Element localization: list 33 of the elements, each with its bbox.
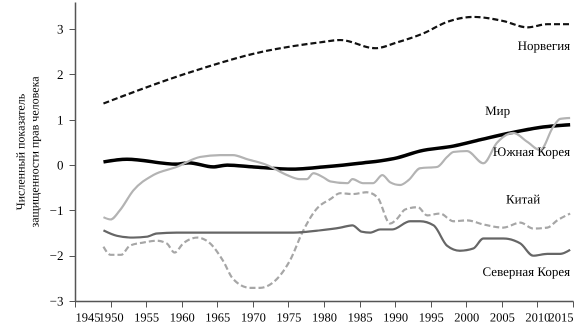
x-tick-label: 1995 [418,310,444,324]
x-tick-label: 1965 [205,310,230,324]
y-tick-label: −3 [50,294,64,308]
x-tick-label: 1975 [276,310,302,324]
line-series [102,123,572,171]
y-tick-label: 3 [57,22,64,37]
x-tick-label: 1985 [348,310,373,324]
line-series [102,16,572,105]
y-tick-label: 1 [57,112,64,128]
x-tick-label: 1960 [170,310,195,324]
x-tick-label: 2015 [548,310,574,324]
x-tick-label: 2010 [525,310,550,324]
series-label: Норвегия [518,38,570,54]
x-tick-label: 1980 [312,310,337,324]
x-tick-label: 1945 [76,310,100,324]
series-label: Южная Корея [492,144,570,159]
line-series [102,191,572,289]
y-tick-label: 2 [57,66,64,82]
line-series [102,116,572,221]
series-label: Китай [506,192,540,207]
y-axis-title: Численный показатель защищенности прав человека [14,76,42,228]
x-tick-label: 2000 [454,310,480,324]
y-tick-label: −1 [50,202,64,218]
y-tick-label: 0 [57,158,64,173]
y-tick-label: −2 [50,248,64,264]
x-tick-label: 1950 [98,310,124,324]
x-tick-label: 1955 [134,310,160,324]
series-label: Северная Корея [482,264,570,279]
line-series [102,220,572,257]
x-tick-label: 1970 [240,310,266,324]
series-label: Мир [485,102,510,118]
x-tick-label: 2005 [490,310,515,324]
x-tick-label: 1990 [383,310,408,324]
